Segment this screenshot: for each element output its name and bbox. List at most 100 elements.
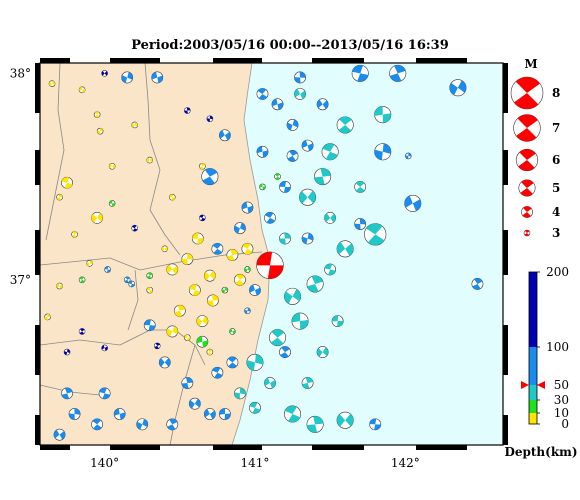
earthquake-event-quadrant [72, 231, 78, 238]
earthquake-event-quadrant [181, 377, 193, 389]
earthquake-event [78, 276, 86, 284]
earthquake-event [249, 401, 261, 414]
earthquake-event [369, 418, 382, 431]
earthquake-event-quadrant [234, 222, 246, 234]
earthquake-event [206, 115, 214, 123]
magnitude-legend-symbol [515, 148, 539, 172]
earthquake-event-quadrant [189, 284, 201, 296]
earthquake-event-quadrant [144, 319, 156, 331]
earthquake-event-quadrant [212, 367, 223, 379]
earthquake-event [229, 328, 236, 335]
earthquake-event [188, 397, 201, 410]
earthquake-event [389, 64, 407, 82]
axis-labels: 140° 141° 142° 38° 37° [10, 66, 420, 470]
magnitude-legend-label: 3 [552, 226, 560, 240]
earthquake-event-quadrant [322, 143, 338, 160]
earthquake-event [271, 98, 284, 111]
depth-colorbar-border [528, 271, 538, 425]
earthquake-event-quadrant [332, 315, 344, 327]
earthquake-event [256, 251, 284, 280]
earthquake-event-quadrant [169, 194, 176, 201]
earthquake-event-quadrant [94, 111, 100, 118]
prefecture-boundary [40, 251, 263, 271]
earthquake-event-quadrant [109, 163, 116, 169]
earthquake-event-quadrant [235, 274, 245, 286]
earthquake-event [131, 224, 139, 232]
earthquake-event [53, 428, 66, 441]
earthquake-event [128, 280, 135, 288]
earthquake-event [201, 168, 219, 186]
earthquake-event [181, 377, 194, 389]
depth-colorbar-band [529, 413, 537, 424]
earthquake-event [354, 218, 367, 230]
magnitude-legend-label: 5 [552, 181, 560, 195]
earthquake-event-quadrant [404, 195, 422, 212]
earthquake-event-quadrant [256, 251, 284, 279]
earthquake-event-quadrant [101, 71, 108, 76]
lon-tick-label: 142° [391, 456, 420, 470]
prefecture-boundary [127, 269, 139, 331]
frame-bar-right [503, 63, 508, 113]
depth-colorbar-tick-label: 100 [546, 340, 569, 354]
map-title: Period:2003/05/16 00:00--2013/05/16 16:3… [131, 38, 449, 53]
earthquake-event [61, 176, 73, 189]
earthquake-event-quadrant [79, 328, 85, 335]
earthquake-event [158, 356, 171, 369]
earthquake-event-quadrant [301, 140, 314, 151]
earthquake-event [146, 286, 154, 294]
frame-bar-top [213, 58, 262, 63]
earthquake-event [306, 275, 324, 293]
earthquake-event [71, 231, 78, 238]
frame-bar-top [416, 58, 467, 63]
earthquake-event-quadrant [287, 150, 298, 162]
earthquake-event [91, 211, 104, 224]
earthquake-event-quadrant [354, 218, 366, 230]
magnitude-legend-symbol-quadrant [522, 206, 532, 218]
earthquake-event-quadrant [226, 249, 238, 261]
earthquake-event [336, 411, 354, 429]
earthquake-event [301, 139, 314, 152]
earthquake-event-quadrant [61, 387, 73, 399]
earthquake-event [354, 180, 367, 193]
frame-bar-right [503, 415, 508, 445]
earthquake-event [131, 121, 139, 129]
earthquake-event-quadrant [114, 408, 126, 420]
earthquake-event [299, 188, 317, 206]
earthquake-event-quadrant [166, 326, 178, 337]
map-frame [35, 58, 508, 450]
earthquake-event-quadrant [246, 354, 264, 371]
earthquake-event [146, 156, 154, 164]
earthquake-event [68, 408, 81, 420]
earthquake-event [101, 70, 108, 77]
earthquake-event [226, 356, 239, 369]
depth-marker-left [521, 381, 529, 389]
earthquake-event-quadrant [61, 177, 73, 189]
earthquake-event [218, 408, 231, 420]
frame-bar-left [35, 150, 40, 185]
frame-bar-right [503, 325, 508, 375]
frame-bar-left [35, 230, 40, 275]
earthquake-event-quadrant [366, 223, 385, 246]
earthquake-event [104, 266, 111, 273]
earthquake-event [279, 346, 291, 358]
frame-bar-bottom [312, 445, 364, 450]
earthquake-event-quadrant [259, 183, 266, 190]
earthquake-event [206, 294, 219, 307]
magnitude-legend-symbol-quadrant [518, 149, 536, 171]
depth-colorbar-tick-label: 30 [554, 393, 569, 407]
frame-bar-top [312, 58, 364, 63]
earthquake-event-quadrant [207, 349, 213, 356]
earthquake-event [196, 315, 209, 328]
earthquake-event-quadrant [131, 225, 138, 232]
earthquake-event [364, 223, 387, 246]
frame-bar-right [503, 230, 508, 275]
earthquake-event [306, 415, 324, 433]
earthquake-event-quadrant [56, 194, 63, 201]
earthquake-event-quadrant [146, 287, 153, 294]
depth-colorbar-band [529, 400, 537, 413]
frame-bar-bottom [110, 445, 160, 450]
earthquake-event [274, 173, 281, 180]
earthquake-event [203, 408, 216, 420]
